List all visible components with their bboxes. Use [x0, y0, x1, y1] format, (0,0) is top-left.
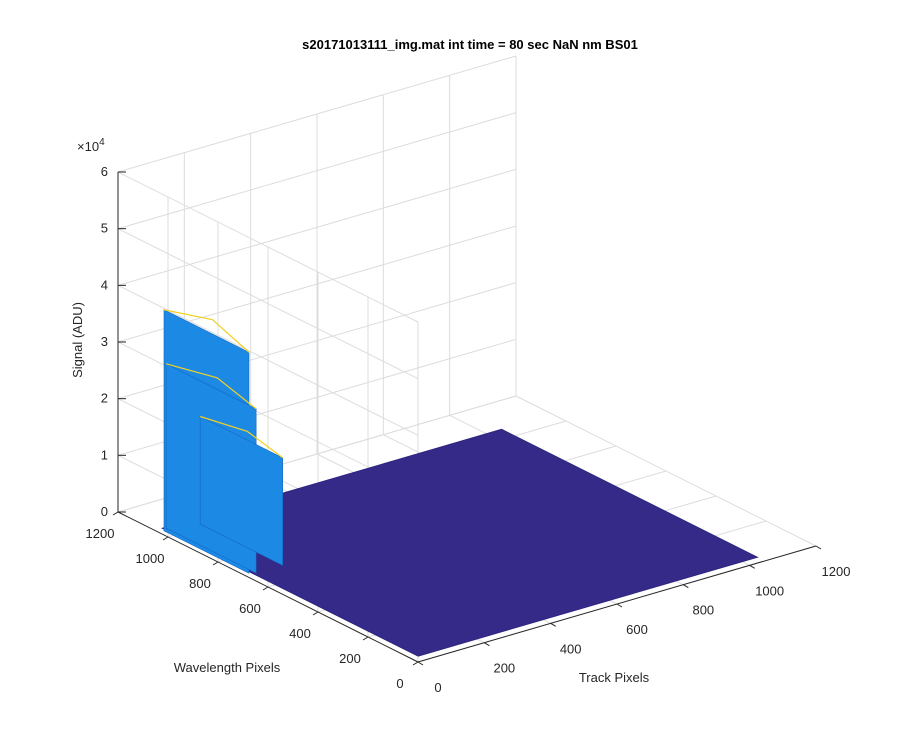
z-tick-label: 0: [101, 504, 108, 519]
y-tick-mark: [362, 636, 369, 641]
x-tick-mark: [417, 661, 424, 666]
x-tick-mark: [749, 564, 755, 569]
tick-labels: 0200400600800100012000200400600800100012…: [86, 164, 851, 695]
y-tick-mark: [212, 561, 219, 566]
peak-crest: [165, 363, 257, 410]
x-tick-label: 600: [626, 622, 648, 637]
axes: [112, 171, 822, 666]
x-tick-mark: [550, 622, 556, 627]
x-tick-mark: [616, 603, 623, 608]
back-wall-grid-line: [117, 55, 517, 173]
back-wall-grid-line: [117, 168, 517, 286]
peak-crest: [163, 309, 250, 353]
side-wall-grid-line: [117, 171, 419, 323]
x-tick-label: 800: [692, 603, 714, 618]
z-axis-label: Signal (ADU): [70, 302, 85, 378]
peak-crest: [199, 415, 284, 459]
z-tick-label: 6: [101, 164, 108, 179]
y-tick-mark: [412, 661, 419, 666]
back-wall-grid-line: [117, 112, 517, 230]
y-axis-label: Wavelength Pixels: [174, 660, 281, 675]
y-tick-mark: [312, 611, 319, 616]
z-tick-label: 4: [101, 277, 108, 292]
z-tick-label: 5: [101, 221, 108, 236]
x-tick-label: 200: [493, 661, 515, 676]
y-tick-mark: [112, 511, 119, 516]
y-tick-label: 0: [396, 676, 403, 691]
y-tick-label: 1200: [86, 526, 115, 541]
y-tick-mark: [262, 586, 269, 591]
x-tick-mark: [484, 642, 490, 647]
x-tick-label: 1000: [755, 583, 784, 598]
x-tick-label: 1200: [822, 564, 851, 579]
z-tick-label: 1: [101, 447, 108, 462]
surface: [160, 309, 759, 657]
y-tick-label: 200: [339, 651, 361, 666]
x-tick-label: 0: [434, 680, 441, 695]
y-tick-label: 800: [189, 576, 211, 591]
x-tick-mark: [815, 545, 822, 550]
x-axis-label: Track Pixels: [579, 670, 650, 685]
x-tick-label: 400: [560, 641, 582, 656]
z-tick-label: 3: [101, 334, 108, 349]
z-axis-exponent: ×104: [77, 137, 105, 154]
x-tick-mark: [683, 584, 689, 589]
z-tick-label: 2: [101, 391, 108, 406]
chart-title: s20171013111_img.mat int time = 80 sec N…: [302, 37, 638, 52]
side-wall-grid-line: [117, 228, 419, 380]
y-tick-mark: [162, 536, 169, 541]
y-tick-label: 600: [239, 601, 261, 616]
y-tick-label: 1000: [136, 551, 165, 566]
y-tick-label: 400: [289, 626, 311, 641]
